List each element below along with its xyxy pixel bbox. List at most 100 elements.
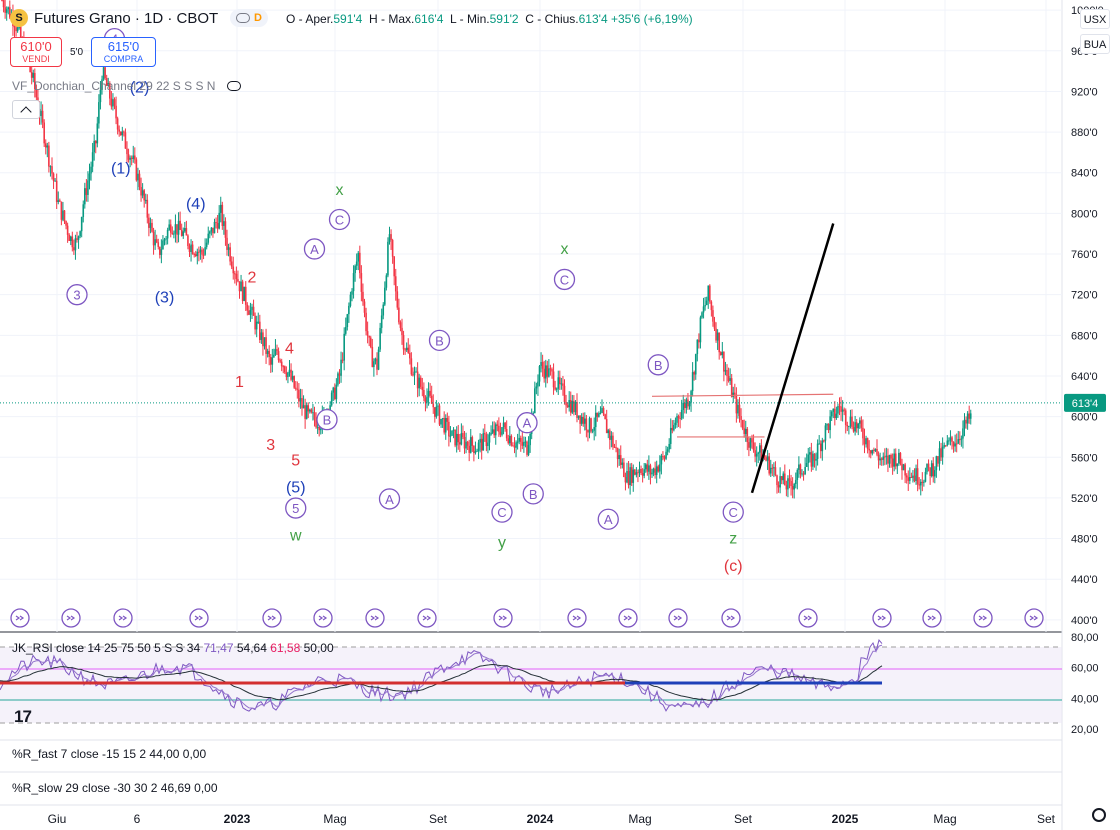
- candle-body: [374, 358, 377, 362]
- candle-body: [768, 456, 770, 474]
- candle-body: [969, 413, 972, 419]
- wave-label: 3: [266, 437, 275, 454]
- visibility-toggle[interactable]: D: [230, 9, 268, 27]
- wave-label: C: [729, 505, 738, 520]
- candle-body: [313, 412, 316, 420]
- wave-label-circle: [597, 508, 619, 530]
- time-tick-label: Mag: [323, 812, 346, 826]
- candle-body: [899, 452, 902, 464]
- wave-label: (1): [111, 161, 131, 178]
- candle-body: [623, 462, 625, 478]
- candle-body: [98, 102, 100, 124]
- candle-body: [555, 388, 558, 390]
- symbol-logo[interactable]: S: [10, 9, 28, 27]
- candle-body: [126, 148, 128, 155]
- candle-body: [837, 406, 839, 414]
- candle-body: [691, 372, 694, 392]
- candle-body: [165, 238, 167, 240]
- candle-body: [696, 339, 699, 355]
- candle-body: [44, 143, 47, 148]
- candle-body: [824, 425, 827, 441]
- candle-body: [274, 349, 277, 355]
- wave-label: A: [604, 512, 613, 527]
- candlestick-series: [1, 0, 972, 499]
- time-tick-label: Set: [429, 812, 448, 826]
- candle-body: [134, 155, 136, 160]
- rfast-legend[interactable]: %R_fast 7 close -15 15 2 44,00 0,00: [12, 747, 206, 761]
- hidden-eye-icon[interactable]: [226, 81, 241, 91]
- time-tick-label: 2024: [527, 812, 554, 826]
- candle-body: [277, 351, 280, 361]
- unit-selector[interactable]: BUA: [1080, 34, 1110, 54]
- candle-body: [965, 419, 967, 424]
- candle-body: [884, 456, 886, 458]
- candle-body: [9, 7, 11, 18]
- buy-button[interactable]: 615'0 COMPRA: [91, 37, 156, 67]
- candle-body: [651, 472, 653, 475]
- candle-body: [935, 456, 938, 471]
- candle-body: [871, 449, 874, 454]
- candle-body: [424, 397, 427, 403]
- wave-label-circle: [647, 354, 669, 376]
- price-axis[interactable]: 1000'0960'0920'0880'0840'0800'0760'0720'…: [1071, 5, 1104, 627]
- wave-label: B: [654, 358, 663, 373]
- candle-body: [848, 425, 850, 427]
- candle-body: [94, 140, 97, 144]
- candle-body: [635, 472, 638, 475]
- candle-body: [576, 402, 578, 418]
- price-tick-label: 600'0: [1071, 412, 1098, 424]
- candle-body: [2, 0, 5, 8]
- candle-body: [740, 416, 742, 420]
- rsi-legend[interactable]: JK_RSI close 14 25 75 50 5 S S 34 71,47 …: [12, 641, 334, 655]
- settings-gear-icon[interactable]: [1092, 808, 1106, 822]
- tradingview-logo[interactable]: 17: [14, 707, 32, 726]
- candle-body: [851, 416, 853, 428]
- candle-body: [415, 371, 417, 373]
- candle-body: [348, 305, 350, 315]
- candle-body: [838, 406, 841, 408]
- candle-body: [816, 443, 819, 459]
- indicator-legend[interactable]: VF_Donchian_Channel 29 22 S S S N: [12, 79, 241, 93]
- time-axis[interactable]: Giu 6 2023 Mag Set 2024 Mag Set 2025 Mag Set: [48, 812, 1056, 826]
- candle-body: [680, 409, 683, 419]
- candle-body: [387, 241, 389, 276]
- candle-body: [701, 312, 703, 318]
- candle-body: [921, 481, 924, 483]
- candle-body: [194, 254, 197, 257]
- candle-body: [52, 173, 55, 181]
- candle-body: [427, 390, 430, 397]
- candle-body: [723, 351, 725, 372]
- candle-body: [724, 369, 727, 372]
- candle-body: [535, 386, 538, 389]
- candle-body: [262, 332, 264, 347]
- candle-body: [373, 361, 375, 368]
- candle-body: [146, 199, 149, 218]
- candle-body: [276, 349, 278, 352]
- candle-body: [493, 429, 495, 436]
- candle-body: [305, 405, 308, 419]
- candle-body: [484, 433, 486, 435]
- candle-body: [634, 469, 636, 475]
- collapse-legend-button[interactable]: [12, 100, 40, 119]
- candle-body: [629, 467, 631, 486]
- wave-label: (c): [724, 558, 743, 575]
- candle-body: [621, 462, 624, 465]
- candle-body: [557, 377, 560, 389]
- candle-body: [451, 430, 453, 436]
- candle-body: [885, 455, 888, 457]
- candle-body: [498, 425, 500, 432]
- rslow-legend[interactable]: %R_slow 29 close -30 30 2 46,69 0,00: [12, 781, 218, 795]
- open-label: O - Aper.: [286, 12, 334, 26]
- candle-body: [434, 407, 436, 417]
- candle-body: [432, 403, 435, 408]
- sell-button[interactable]: 610'0 VENDI: [10, 37, 62, 67]
- symbol-title[interactable]: Futures Grano · 1D · CBOT: [34, 10, 219, 27]
- candle-body: [263, 337, 266, 347]
- candle-body: [419, 377, 422, 387]
- candle-body: [609, 430, 611, 440]
- rsi-axis[interactable]: 80,00 60,00 40,00 20,00: [1071, 632, 1099, 736]
- candle-body: [544, 365, 547, 379]
- candle-body: [944, 445, 947, 447]
- currency-selector[interactable]: USX: [1080, 9, 1110, 29]
